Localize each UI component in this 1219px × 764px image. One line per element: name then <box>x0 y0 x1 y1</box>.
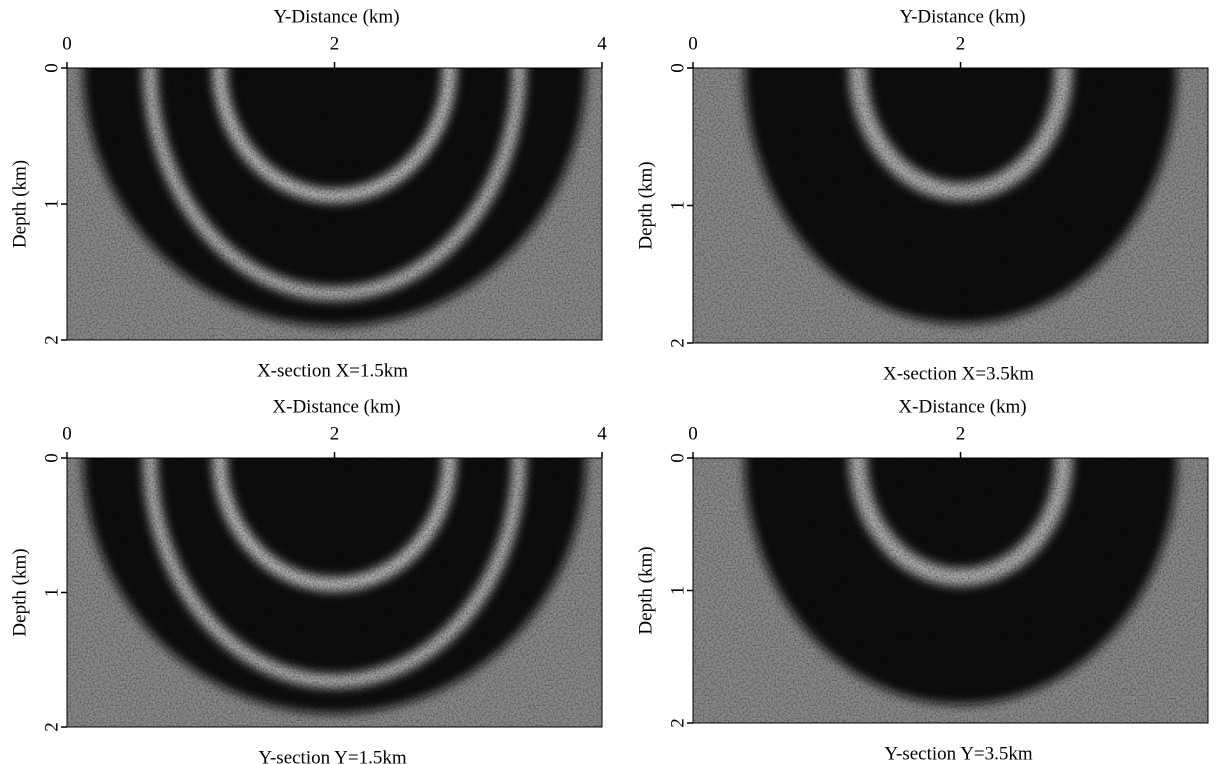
x-tick-label: 0 <box>688 423 698 444</box>
x-tick-label: 2 <box>330 33 340 54</box>
y-axis-label: Depth (km) <box>9 160 30 248</box>
x-axis-label: Y-Distance (km) <box>899 6 1025 27</box>
x-tick-label: 2 <box>956 33 966 54</box>
x-tick-label: 2 <box>330 423 340 444</box>
caption: Y-section Y=3.5km <box>884 743 1032 764</box>
y-tick-label: 2 <box>41 335 62 345</box>
caption: X-section X=3.5km <box>883 363 1034 384</box>
y-tick-label: 2 <box>667 718 688 728</box>
panel: X-Distance (km) 0 2 4 Depth (km) 0 1 2 Y-section… <box>9 396 607 764</box>
y-tick-label: 1 <box>41 199 62 209</box>
y-axis-label: Depth (km) <box>635 161 656 249</box>
x-axis-label: X-Distance (km) <box>898 396 1026 417</box>
image-noise <box>67 458 602 727</box>
x-axis-label: X-Distance (km) <box>272 396 400 417</box>
y-tick-label: 1 <box>41 588 62 598</box>
y-tick-label: 0 <box>41 63 62 73</box>
y-tick-label: 1 <box>667 586 688 596</box>
image-noise <box>693 458 1208 723</box>
x-tick-label: 4 <box>597 33 607 54</box>
x-tick-label: 4 <box>597 423 607 444</box>
y-tick-label: 2 <box>41 722 62 732</box>
x-tick-label: 0 <box>62 423 72 444</box>
image-noise <box>67 68 602 340</box>
x-tick-label: 2 <box>956 423 966 444</box>
caption: X-section X=1.5km <box>257 360 408 381</box>
x-tick-label: 0 <box>688 33 698 54</box>
seismic-image <box>693 68 1208 343</box>
y-tick-label: 2 <box>667 338 688 348</box>
caption: Y-section Y=1.5km <box>258 747 406 764</box>
x-tick-label: 0 <box>62 33 72 54</box>
panel: Y-Distance (km) 0 2 Depth (km) 0 1 2 X-section … <box>635 6 1209 384</box>
panel: X-Distance (km) 0 2 Depth (km) 0 1 2 Y-section … <box>635 396 1209 764</box>
y-tick-label: 1 <box>667 201 688 211</box>
panel: Y-Distance (km) 0 2 4 Depth (km) 0 1 2 X-section… <box>9 6 607 381</box>
y-axis-label: Depth (km) <box>9 548 30 636</box>
seismic-image <box>67 458 602 727</box>
x-axis-label: Y-Distance (km) <box>273 6 399 27</box>
seismic-image <box>693 458 1208 723</box>
y-tick-label: 0 <box>667 453 688 463</box>
y-axis-label: Depth (km) <box>635 546 656 634</box>
seismic-image <box>67 68 602 340</box>
y-tick-label: 0 <box>41 453 62 463</box>
y-tick-label: 0 <box>667 63 688 73</box>
image-noise <box>693 68 1208 343</box>
